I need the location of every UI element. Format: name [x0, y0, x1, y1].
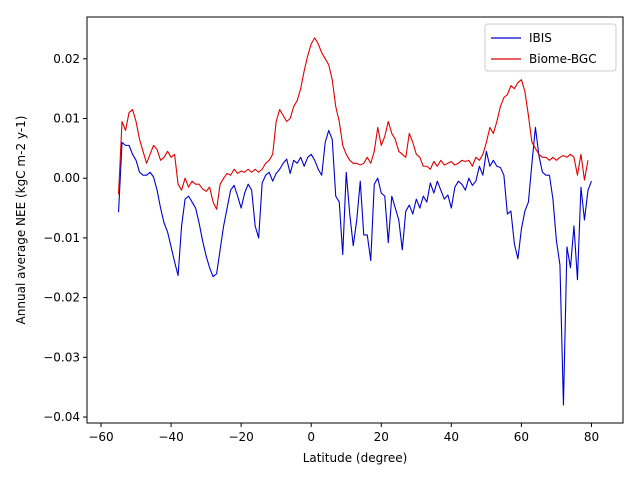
y-tick-label: −0.02: [43, 291, 80, 305]
plot-area: [87, 17, 623, 423]
y-tick-label: −0.03: [43, 350, 80, 364]
x-tick-label: −40: [158, 430, 183, 444]
legend: IBIS Biome-BGC: [484, 23, 617, 72]
x-tick-label: 60: [514, 430, 529, 444]
series-line-ibis: [117, 126, 592, 406]
x-tick-label: 0: [307, 430, 315, 444]
series-layer: [117, 37, 592, 406]
legend-label-biome-bgc: Biome-BGC: [529, 52, 597, 66]
x-axis-label: Latitude (degree): [303, 451, 408, 465]
y-tick-label: −0.01: [43, 231, 80, 245]
x-axis-ticks: −60 −40 −20 0 20 40 60 80: [88, 423, 599, 444]
y-tick-label: −0.04: [43, 410, 80, 424]
series-line-biome-bgc: [117, 37, 589, 210]
axes-frame: [86, 16, 624, 424]
y-tick-label: 0.00: [53, 171, 80, 185]
x-tick-label: 40: [444, 430, 459, 444]
y-axis-ticks: −0.04 −0.03 −0.02 −0.01 0.00 0.01 0.02: [43, 52, 87, 424]
x-tick-label: −60: [88, 430, 113, 444]
y-tick-label: 0.01: [53, 112, 80, 126]
y-tick-label: 0.02: [53, 52, 80, 66]
x-tick-label: 20: [374, 430, 389, 444]
x-tick-label: −20: [228, 430, 253, 444]
legend-label-ibis: IBIS: [529, 31, 552, 45]
x-tick-label: 80: [584, 430, 599, 444]
y-axis-label: Annual average NEE (kgC m-2 y-1): [14, 116, 28, 325]
